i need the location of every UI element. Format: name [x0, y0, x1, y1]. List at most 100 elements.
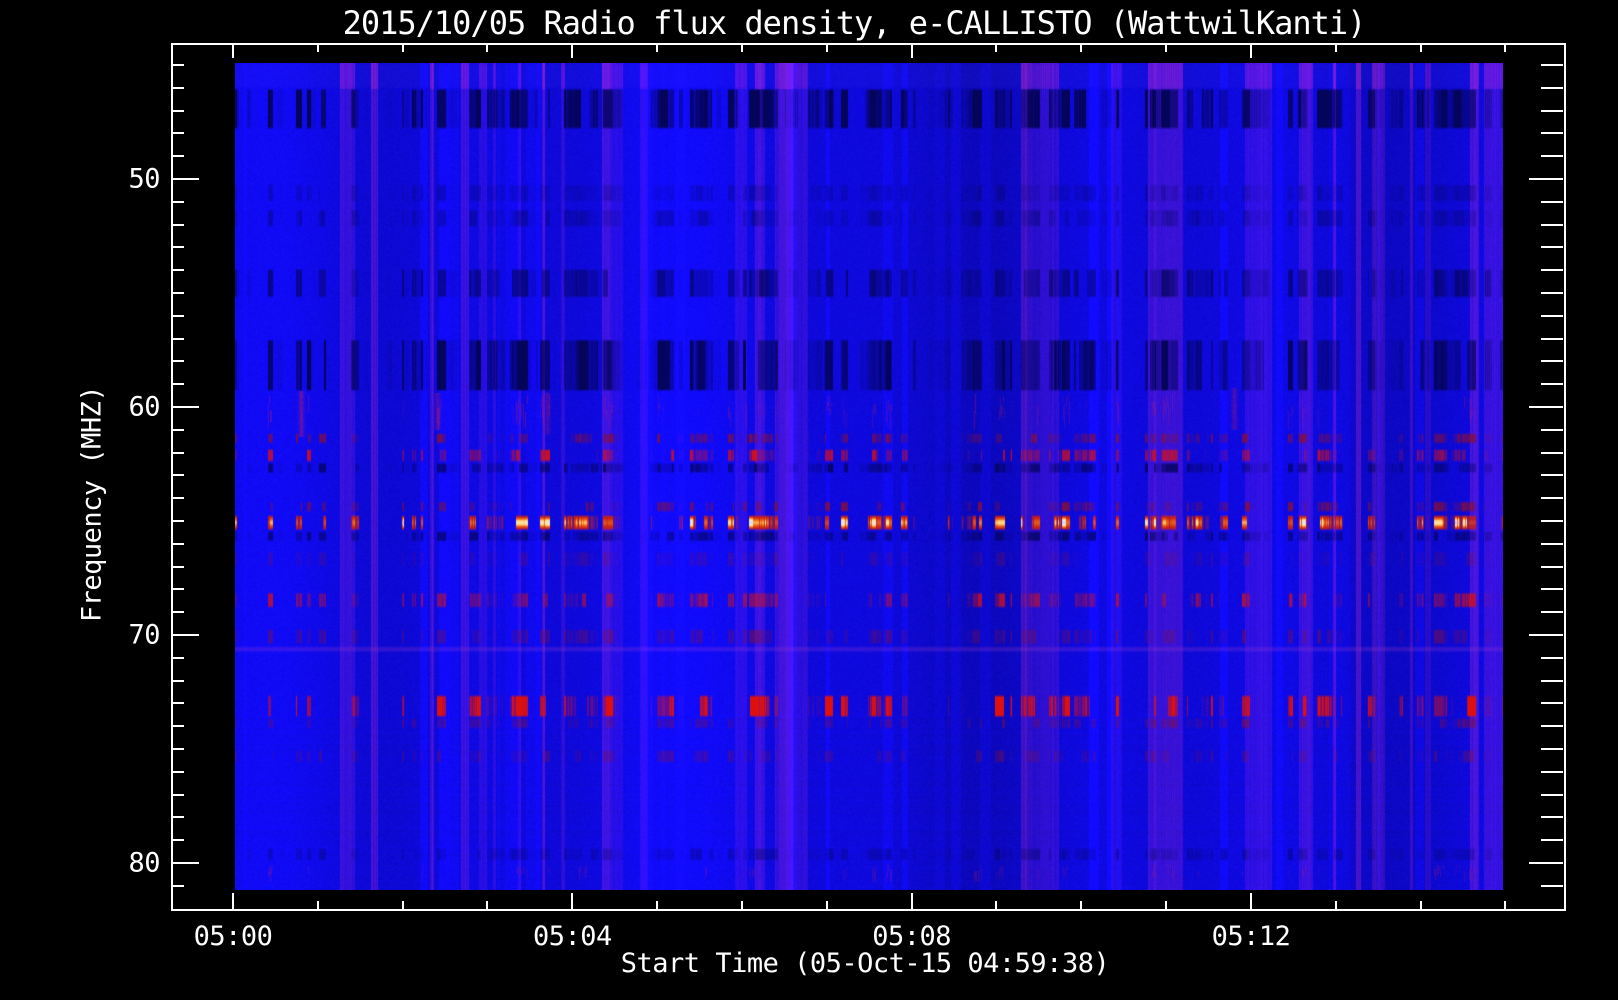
y-minor-tick	[173, 520, 184, 522]
y-minor-tick	[173, 109, 184, 112]
y-major-tick	[1529, 862, 1563, 864]
x-major-tick	[1249, 45, 1252, 58]
y-tick-label: 60	[128, 391, 160, 423]
y-minor-tick	[1541, 816, 1563, 819]
y-minor-tick	[173, 611, 184, 614]
y-minor-tick	[173, 497, 184, 500]
spectrogram-heatmap	[235, 63, 1503, 890]
x-minor-tick	[1419, 901, 1422, 909]
x-minor-tick	[1504, 45, 1507, 52]
y-major-tick	[1529, 406, 1563, 408]
x-minor-tick	[825, 45, 828, 52]
y-minor-tick	[1541, 109, 1563, 112]
y-minor-tick	[1541, 565, 1563, 568]
x-minor-tick	[401, 45, 404, 52]
y-minor-tick	[1541, 770, 1563, 773]
y-minor-tick	[1541, 292, 1563, 294]
y-minor-tick	[173, 383, 184, 386]
x-tick-label: 05:12	[1211, 921, 1291, 952]
x-minor-tick	[995, 45, 998, 52]
y-minor-tick	[1541, 497, 1563, 500]
y-minor-tick	[173, 360, 184, 363]
x-minor-tick	[1080, 45, 1083, 52]
y-minor-tick	[1541, 64, 1563, 66]
y-minor-tick	[173, 702, 184, 705]
y-minor-tick	[1541, 679, 1563, 682]
x-minor-tick	[486, 45, 489, 52]
x-major-tick	[232, 45, 234, 58]
x-minor-tick	[401, 901, 404, 909]
x-major-tick	[232, 893, 234, 909]
y-minor-tick	[1541, 748, 1563, 750]
y-minor-tick	[173, 770, 184, 773]
y-minor-tick	[1541, 246, 1563, 249]
x-minor-tick	[740, 45, 743, 52]
plot-title: 2015/10/05 Radio flux density, e-CALLIST…	[342, 4, 1367, 42]
x-minor-tick	[1165, 901, 1168, 909]
y-minor-tick	[1541, 520, 1563, 522]
y-major-tick	[173, 862, 199, 864]
y-minor-tick	[173, 292, 184, 294]
y-axis-label: Frequency (MHZ)	[76, 385, 108, 623]
y-minor-tick	[1541, 793, 1563, 796]
x-tick-label: 05:08	[872, 921, 952, 952]
x-minor-tick	[1334, 901, 1337, 909]
y-minor-tick	[173, 200, 184, 203]
y-tick-label: 70	[128, 619, 160, 651]
y-minor-tick	[173, 816, 184, 819]
y-minor-tick	[1541, 542, 1563, 545]
x-tick-label: 05:04	[532, 921, 612, 952]
x-minor-tick	[1504, 901, 1507, 909]
y-minor-tick	[1541, 428, 1563, 431]
y-minor-tick	[173, 269, 184, 272]
x-major-tick	[910, 893, 913, 909]
y-minor-tick	[1541, 451, 1563, 454]
y-minor-tick	[1541, 337, 1563, 340]
y-minor-tick	[1541, 656, 1563, 659]
y-minor-tick	[173, 86, 184, 89]
x-minor-tick	[486, 901, 489, 909]
x-minor-tick	[656, 901, 659, 909]
x-minor-tick	[1080, 901, 1083, 909]
y-minor-tick	[173, 451, 184, 454]
x-major-tick	[1249, 893, 1252, 909]
x-minor-tick	[1334, 45, 1337, 52]
y-minor-tick	[1541, 725, 1563, 728]
x-minor-tick	[1419, 45, 1422, 52]
y-minor-tick	[1541, 155, 1563, 158]
y-minor-tick	[1541, 588, 1563, 591]
x-minor-tick	[740, 901, 743, 909]
x-minor-tick	[316, 901, 319, 909]
y-minor-tick	[1541, 269, 1563, 272]
x-axis-label: Start Time (05-Oct-15 04:59:38)	[620, 948, 1110, 979]
plot-frame	[171, 43, 1566, 911]
y-minor-tick	[1541, 223, 1563, 226]
x-major-tick	[571, 45, 574, 58]
x-minor-tick	[656, 45, 659, 52]
y-minor-tick	[1541, 611, 1563, 614]
y-minor-tick	[173, 725, 184, 728]
x-minor-tick	[1165, 45, 1168, 52]
y-minor-tick	[1541, 383, 1563, 386]
y-major-tick	[173, 178, 199, 180]
y-minor-tick	[173, 246, 184, 249]
x-major-tick	[571, 893, 574, 909]
x-major-tick	[910, 45, 913, 58]
y-minor-tick	[173, 64, 184, 66]
y-major-tick	[1529, 634, 1563, 636]
y-major-tick	[173, 634, 199, 636]
y-minor-tick	[1541, 314, 1563, 317]
x-minor-tick	[995, 901, 998, 909]
y-minor-tick	[1541, 200, 1563, 203]
y-minor-tick	[1541, 86, 1563, 89]
y-minor-tick	[173, 884, 184, 887]
y-minor-tick	[1541, 132, 1563, 135]
y-minor-tick	[173, 542, 184, 545]
y-tick-label: 50	[128, 163, 160, 195]
y-minor-tick	[173, 314, 184, 317]
y-minor-tick	[173, 565, 184, 568]
y-minor-tick	[173, 679, 184, 682]
y-major-tick	[1529, 178, 1563, 180]
y-minor-tick	[1541, 702, 1563, 705]
